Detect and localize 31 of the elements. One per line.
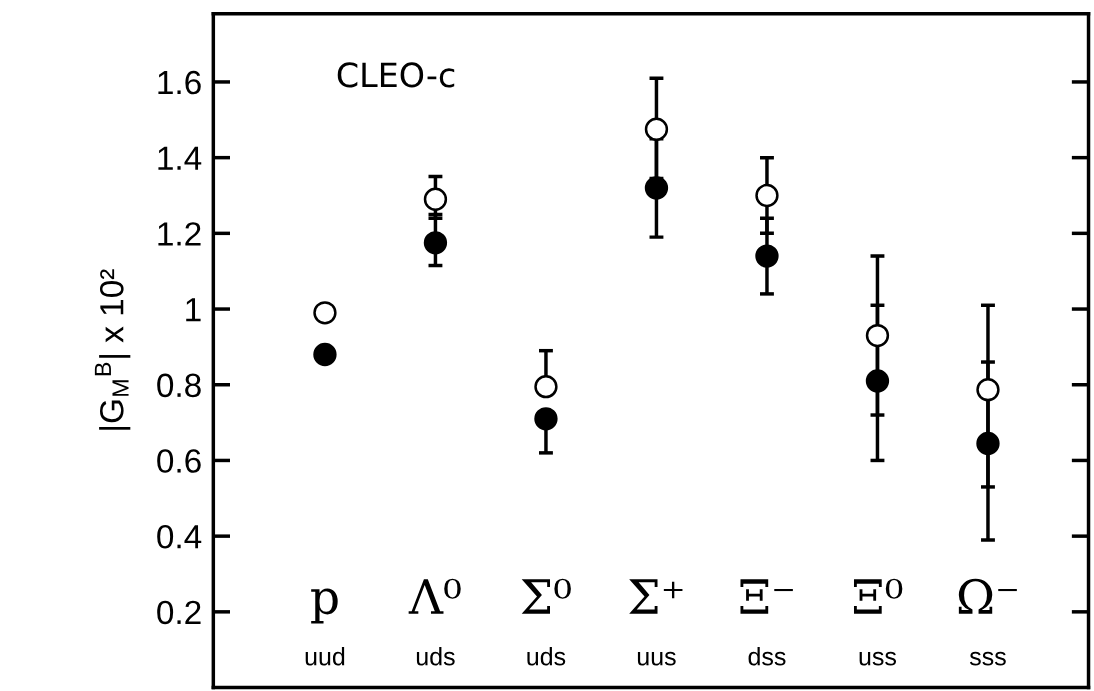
point — [423, 187, 448, 211]
point — [313, 342, 337, 367]
point — [644, 117, 669, 141]
y-tick-label: 1.2 — [158, 222, 201, 246]
x-tick-label: p uud — [305, 588, 345, 666]
x-tick-label: Σ⁺ uus — [629, 579, 683, 666]
y-tick-label: 0.4 — [157, 524, 202, 549]
x-tick-label: Ω⁻ sss — [958, 578, 1017, 666]
x-tick-label: Σ⁰ uds — [521, 578, 571, 666]
y-tick-label: 1.4 — [158, 146, 202, 170]
y-axis-title: |G$_{M}$$^{B}$| x 10² — [94, 269, 131, 430]
x-tick-label: Ξ⁰ uss — [853, 578, 903, 666]
y-tick-label: 1.6 — [158, 70, 201, 95]
x-tick-label: Ξ⁻ dss — [740, 579, 793, 666]
y-tick-label: 0.2 — [157, 600, 201, 625]
annotation: CLEO-c — [337, 62, 455, 88]
y-tick-label: 1 — [186, 298, 201, 322]
point — [423, 231, 448, 255]
y-tick-label: 0.8 — [157, 373, 201, 398]
point — [534, 407, 558, 431]
point — [534, 374, 558, 399]
point — [755, 183, 779, 208]
point — [976, 378, 1000, 402]
y-tick-label: 0.6 — [157, 449, 201, 473]
point — [865, 323, 890, 348]
point — [313, 301, 337, 325]
point — [644, 176, 669, 200]
point — [755, 244, 779, 268]
point — [976, 431, 1000, 456]
x-tick-label: Λ⁰ uds — [408, 578, 461, 666]
point — [865, 369, 890, 393]
